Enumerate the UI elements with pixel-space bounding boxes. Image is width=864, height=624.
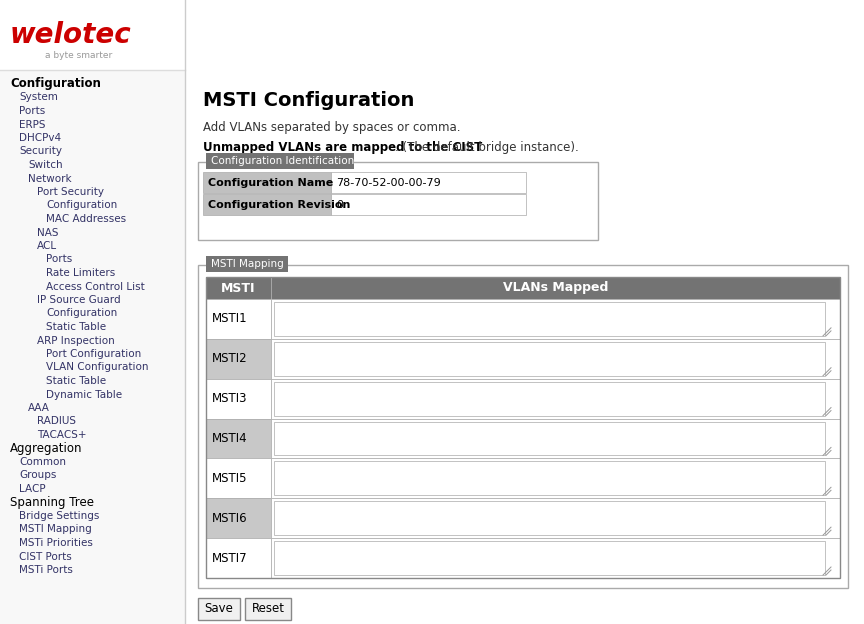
Bar: [206, 379, 271, 419]
Text: IP Source Guard: IP Source Guard: [37, 295, 121, 305]
Text: MSTI3: MSTI3: [212, 392, 247, 405]
Text: MSTi Ports: MSTi Ports: [19, 565, 73, 575]
Bar: [206, 459, 271, 499]
Bar: [0, 0, 185, 70]
Text: ACL: ACL: [37, 241, 57, 251]
Text: 78-70-52-00-00-79: 78-70-52-00-00-79: [336, 177, 441, 187]
Text: Ports: Ports: [19, 106, 45, 116]
Bar: [206, 277, 840, 299]
Text: MSTi Priorities: MSTi Priorities: [19, 538, 92, 548]
Text: MSTI Mapping: MSTI Mapping: [211, 259, 283, 269]
Bar: [274, 461, 825, 495]
Bar: [274, 302, 825, 336]
Bar: [206, 499, 271, 538]
Bar: [271, 379, 840, 419]
Text: Security: Security: [19, 147, 62, 157]
Text: MSTI2: MSTI2: [212, 353, 248, 365]
Bar: [271, 459, 840, 499]
Text: MSTI Mapping: MSTI Mapping: [19, 525, 92, 535]
Text: Groups: Groups: [19, 470, 56, 480]
Bar: [271, 299, 840, 339]
Text: MSTI4: MSTI4: [212, 432, 248, 445]
Text: Configuration Identification: Configuration Identification: [211, 156, 354, 166]
Text: Port Configuration: Port Configuration: [46, 349, 141, 359]
Text: RADIUS: RADIUS: [37, 416, 76, 426]
Bar: [206, 538, 271, 578]
Bar: [198, 598, 240, 620]
Text: Reset: Reset: [251, 603, 284, 615]
Bar: [271, 419, 840, 459]
Text: MSTI1: MSTI1: [212, 313, 248, 326]
Text: . (The default bridge instance).: . (The default bridge instance).: [396, 142, 579, 155]
Text: ARP Inspection: ARP Inspection: [37, 336, 115, 346]
Text: ERPS: ERPS: [19, 120, 46, 130]
Bar: [331, 172, 526, 193]
Bar: [198, 162, 598, 240]
Text: Ports: Ports: [46, 255, 73, 265]
Bar: [274, 422, 825, 456]
Bar: [271, 538, 840, 578]
Bar: [203, 172, 331, 193]
Text: Configuration: Configuration: [46, 308, 118, 318]
Text: VLANs Mapped: VLANs Mapped: [503, 281, 608, 295]
Text: MSTI7: MSTI7: [212, 552, 248, 565]
Text: 0: 0: [336, 200, 343, 210]
Text: DHCPv4: DHCPv4: [19, 133, 61, 143]
Text: CIST Ports: CIST Ports: [19, 552, 72, 562]
Text: Configuration Name: Configuration Name: [208, 177, 334, 187]
Bar: [274, 501, 825, 535]
Text: Spanning Tree: Spanning Tree: [10, 496, 94, 509]
Text: Switch: Switch: [28, 160, 62, 170]
Text: Configuration: Configuration: [46, 200, 118, 210]
Text: Configuration Revision: Configuration Revision: [208, 200, 351, 210]
Text: AAA: AAA: [28, 403, 50, 413]
Bar: [274, 541, 825, 575]
Text: System: System: [19, 92, 58, 102]
Bar: [0, 0, 185, 624]
Bar: [271, 499, 840, 538]
Text: Configuration: Configuration: [10, 77, 101, 90]
Text: Rate Limiters: Rate Limiters: [46, 268, 115, 278]
Text: MSTI Configuration: MSTI Configuration: [203, 90, 415, 109]
Text: Access Control List: Access Control List: [46, 281, 145, 291]
Bar: [206, 339, 271, 379]
Text: Network: Network: [28, 173, 72, 183]
Text: Unmapped VLANs are mapped to the CIST: Unmapped VLANs are mapped to the CIST: [203, 142, 482, 155]
Text: Dynamic Table: Dynamic Table: [46, 389, 122, 399]
Bar: [274, 342, 825, 376]
Text: MSTI: MSTI: [221, 281, 256, 295]
Bar: [245, 598, 291, 620]
Bar: [198, 265, 848, 588]
Text: MSTI6: MSTI6: [212, 512, 248, 525]
Text: MAC Addresses: MAC Addresses: [46, 214, 126, 224]
Text: welotec: welotec: [10, 21, 131, 49]
Text: Save: Save: [205, 603, 233, 615]
Bar: [206, 419, 271, 459]
Bar: [206, 299, 271, 339]
Bar: [206, 256, 288, 272]
Text: MSTI5: MSTI5: [212, 472, 247, 485]
Bar: [274, 382, 825, 416]
Text: a byte smarter: a byte smarter: [45, 51, 112, 59]
Text: Add VLANs separated by spaces or comma.: Add VLANs separated by spaces or comma.: [203, 120, 461, 134]
Bar: [331, 194, 526, 215]
Text: Common: Common: [19, 457, 66, 467]
Text: Static Table: Static Table: [46, 376, 106, 386]
Text: VLAN Configuration: VLAN Configuration: [46, 363, 149, 373]
Text: Port Security: Port Security: [37, 187, 104, 197]
Text: LACP: LACP: [19, 484, 46, 494]
Text: NAS: NAS: [37, 228, 59, 238]
Bar: [203, 194, 331, 215]
Bar: [271, 339, 840, 379]
Bar: [206, 277, 840, 578]
Bar: [206, 153, 354, 169]
Text: TACACS+: TACACS+: [37, 430, 86, 440]
Text: Aggregation: Aggregation: [10, 442, 82, 455]
Text: Bridge Settings: Bridge Settings: [19, 511, 99, 521]
Text: Static Table: Static Table: [46, 322, 106, 332]
